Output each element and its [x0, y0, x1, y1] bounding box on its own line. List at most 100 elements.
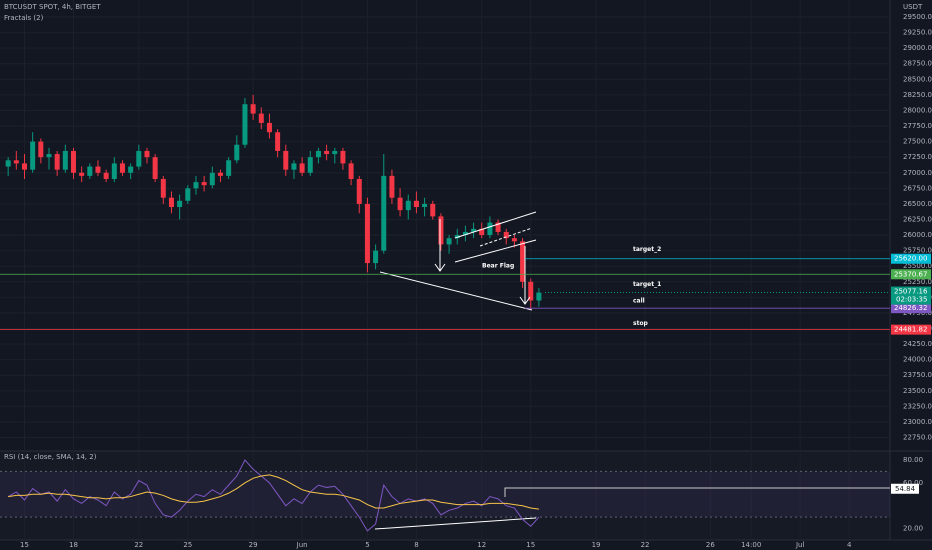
- price-tag-label: 24481.82: [894, 326, 927, 334]
- y-tick-label: 27750.00: [903, 122, 932, 130]
- candle-body: [95, 166, 101, 173]
- candle-body: [462, 231, 468, 236]
- rsi-pane: [0, 451, 890, 540]
- candle-body: [332, 150, 338, 155]
- candle-body: [21, 163, 27, 170]
- candle-body: [193, 182, 199, 189]
- candle-body: [307, 157, 313, 173]
- candle-body: [479, 228, 485, 236]
- y-tick-label: 28250.00: [903, 91, 932, 99]
- rsi-tag-label: 54.84: [895, 485, 916, 493]
- candle-body: [511, 238, 517, 242]
- price-tag: [891, 269, 931, 280]
- candle-body: [111, 163, 117, 179]
- y-tick-label: 25250.00: [903, 278, 932, 286]
- candle-body: [70, 150, 76, 173]
- price-tag: [891, 324, 931, 335]
- candle-body: [471, 228, 477, 232]
- rsi-tick-label: 60.00: [903, 479, 923, 487]
- candle-body: [79, 172, 85, 176]
- y-tick-label: 26750.00: [903, 184, 932, 192]
- rsi-band: [0, 471, 890, 518]
- indicator: Fractals (2): [4, 14, 44, 22]
- x-tick-label: 25: [183, 541, 192, 549]
- candle-body: [168, 197, 174, 208]
- candle-body: [217, 172, 223, 176]
- x-tick-label: 5: [365, 541, 369, 549]
- candle-body: [103, 172, 109, 179]
- y-tick-label: 26250.00: [903, 215, 932, 223]
- candle-body: [340, 150, 346, 164]
- price-tag: [891, 253, 931, 264]
- candle-body: [283, 150, 289, 170]
- candle-body: [177, 200, 183, 208]
- x-tick-label: 19: [592, 541, 601, 549]
- candle-body: [520, 241, 526, 282]
- candle-body: [250, 104, 256, 114]
- channel-upper: [454, 211, 537, 239]
- candle-body: [13, 160, 19, 164]
- rsi-level-line: [504, 487, 890, 497]
- candle-body: [315, 150, 321, 158]
- price-tag-label: 24826.32: [894, 304, 927, 312]
- price-tag-label: 25077.16: [894, 288, 928, 296]
- candle-body: [422, 203, 428, 208]
- x-tick-label: 15: [20, 541, 29, 549]
- candle-body: [119, 163, 125, 173]
- candle-body: [62, 150, 68, 170]
- x-tick-label: Jul: [795, 541, 805, 549]
- y-tick-label: 29000.00: [903, 44, 932, 52]
- candle-body: [356, 178, 362, 204]
- candle-body: [226, 160, 232, 176]
- candle-body: [258, 113, 264, 123]
- x-tick-label: Jun: [296, 541, 308, 549]
- x-tick-label: 12: [477, 541, 486, 549]
- rsi-tag: [891, 483, 919, 494]
- candle-body: [5, 160, 11, 167]
- channel-mid: [479, 227, 533, 247]
- y-tick-label: 28000.00: [903, 106, 932, 114]
- y-tick-label: 25500.00: [903, 262, 932, 270]
- y-tick-label: 23250.00: [903, 402, 932, 410]
- candle-body: [446, 238, 452, 245]
- candle-body: [54, 154, 60, 170]
- y-tick-label: 28500.00: [903, 75, 932, 83]
- y-tick-label: 27500.00: [903, 138, 932, 146]
- candle-body: [234, 144, 240, 161]
- x-tick-label: 4: [847, 541, 852, 549]
- y-tick-label: 29500.00: [903, 13, 932, 21]
- y-tick-label: 23750.00: [903, 371, 932, 379]
- candle-body: [266, 122, 272, 133]
- x-tick-label: 29: [249, 541, 258, 549]
- x-tick-label: 18: [69, 541, 78, 549]
- rsi-trend-line: [374, 517, 537, 530]
- price-tag: [891, 303, 931, 314]
- y-tick-label: 27000.00: [903, 169, 932, 177]
- y-tick-label: 24250.00: [903, 340, 932, 348]
- candle-body: [413, 200, 419, 208]
- arrow-head: [434, 263, 446, 272]
- candle-body: [87, 166, 93, 176]
- candle-body: [405, 200, 411, 211]
- candle-body: [299, 163, 305, 173]
- candle-body: [381, 175, 387, 251]
- level-name: stop: [633, 320, 649, 327]
- candle-body: [389, 175, 395, 198]
- candle-body: [438, 216, 444, 245]
- candle-body: [30, 141, 36, 170]
- y-tick-label: 23000.00: [903, 418, 932, 426]
- candle-body: [128, 166, 134, 173]
- x-tick-label: 14:00: [741, 541, 761, 549]
- trend-line: [379, 271, 533, 311]
- rsi-title: RSI (14, close, SMA, 14, 2): [4, 453, 97, 461]
- channel-lower: [454, 239, 537, 263]
- candle-body: [275, 132, 281, 151]
- price-tag-label: 25370.67: [894, 270, 927, 278]
- countdown: 02:03:35: [896, 296, 927, 304]
- y-tick-label: 22750.00: [903, 434, 932, 442]
- candle-body: [487, 222, 493, 236]
- arrow-head: [519, 296, 531, 305]
- level-name: call: [633, 298, 645, 305]
- y-tick-label: 25750.00: [903, 247, 932, 255]
